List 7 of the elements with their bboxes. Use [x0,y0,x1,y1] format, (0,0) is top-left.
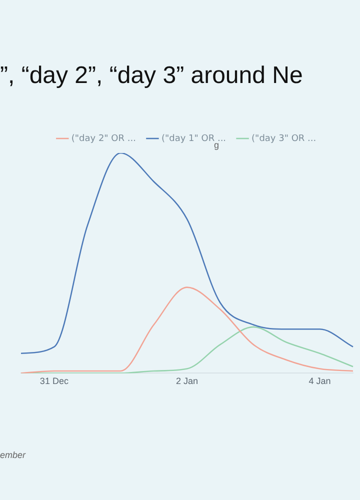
legend-label: ("day 2" OR ... [71,134,136,144]
chart-title: ”, “day 2”, “day 3” around Ne [0,62,304,90]
x-tick-label: 4 Jan [308,376,331,386]
x-tick-label: 31 Dec [40,376,69,386]
legend-label: ("day 3" OR ... [252,134,316,144]
text: ember [0,450,26,460]
x-tick-label: 2 Jan [176,376,198,386]
